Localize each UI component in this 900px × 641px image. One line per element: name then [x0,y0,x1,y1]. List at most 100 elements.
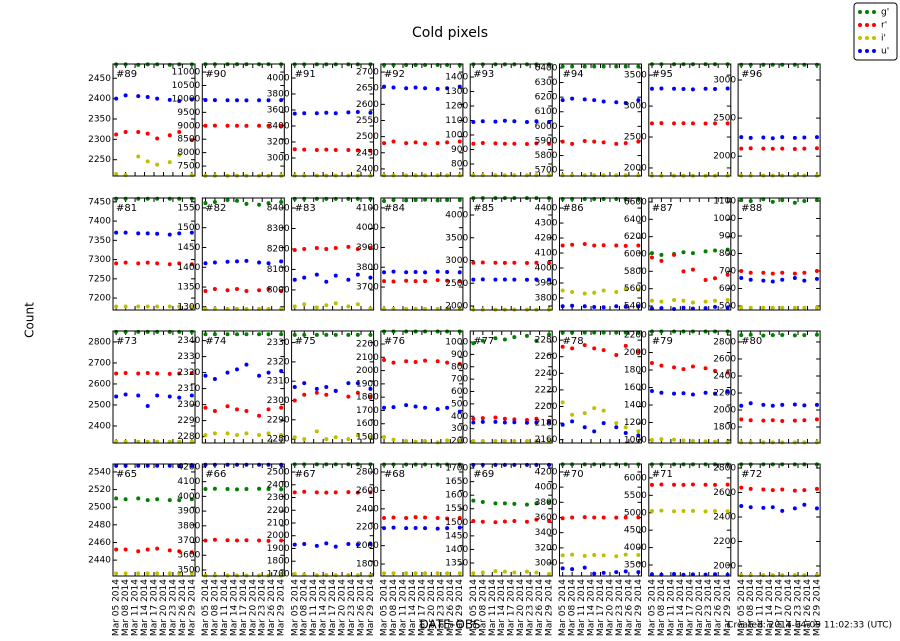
point [471,173,476,178]
y-tick-label: 2800 [88,337,111,347]
point [167,133,172,138]
y-tick-label: 1000 [713,214,736,224]
point [659,508,664,513]
point [136,94,141,99]
point [739,268,744,273]
point [471,260,476,265]
point [681,509,686,514]
point [614,425,619,430]
point [292,571,297,576]
point [177,99,182,104]
point [244,462,249,467]
point [748,135,753,140]
y-tick-label: 1400 [445,73,468,83]
point [212,409,217,413]
panel-frame [737,197,821,311]
point [703,439,708,444]
point [355,433,360,438]
point [681,87,686,92]
point [636,349,641,354]
point [534,338,539,343]
point [346,304,351,309]
x-tick-label: Mar 14 2014 [229,579,239,636]
y-tick-label: 5700 [535,166,558,176]
point [690,251,695,256]
point [748,198,753,203]
point [114,96,119,101]
point [244,332,249,337]
point [512,277,517,282]
y-tick-label: 900 [451,350,468,360]
point [234,538,239,543]
point [445,329,450,334]
point [690,572,695,577]
point [582,343,587,348]
point [601,173,606,178]
y-tick-label: 1100 [445,116,468,126]
point [212,332,217,337]
point [145,547,150,552]
y-tick-label: 3500 [624,71,647,81]
point [582,304,587,309]
point [725,247,730,252]
y-tick-label: 600 [719,284,736,294]
point [534,416,539,421]
y-tick-label: 2460 [88,538,111,548]
y-tick-label: 2450 [356,148,379,158]
x-tick-label: Mar 11 2014 [131,579,141,636]
y-tick-label: 2310 [177,384,200,394]
x-tick-label: Mar 20 2014 [338,579,348,636]
x-tick-label: Mar 29 2014 [187,579,197,636]
y-tick-label: 2000 [356,366,379,376]
y-tick-label: 2600 [713,354,736,364]
point [167,571,172,576]
panel-label: #90 [205,69,226,80]
y-tick-label: 700 [451,375,468,385]
point [177,571,182,576]
y-tick-label: 4000 [177,492,200,502]
point [493,501,498,506]
y-tick-label: 8000 [267,285,290,295]
point [570,242,575,247]
point [225,462,230,467]
point [457,84,462,89]
point [703,121,708,126]
point [355,381,360,386]
point [445,140,450,145]
point [155,393,160,398]
legend-marker [872,49,876,53]
x-tick-label: Mar 17 2014 [775,579,785,636]
point [333,196,338,201]
point [560,139,565,144]
point [324,279,329,284]
x-tick-label: Mar 20 2014 [159,579,169,636]
point [189,550,194,555]
point [314,332,319,337]
point [690,121,695,126]
y-tick-label: 2000 [624,163,647,173]
point [292,196,297,201]
legend-marker [865,10,869,14]
y-tick-label: 2800 [356,468,379,478]
point [167,371,172,376]
point [279,369,284,373]
point [145,371,150,376]
panel-points [203,62,284,178]
y-tick-label: 400 [451,412,468,422]
point [355,110,360,114]
point [423,405,428,410]
point [333,332,338,337]
y-tick-label: 2340 [177,336,200,346]
point [457,279,462,284]
point [802,270,807,275]
point [770,305,775,310]
point [570,330,575,335]
x-tick-label: Mar 08 2014 [300,579,310,636]
y-tick-label: 4100 [535,249,558,259]
point [155,571,160,576]
point [614,100,619,105]
y-tick-label: 1900 [267,544,290,554]
point [601,348,606,353]
point [592,243,597,248]
x-tick-label: Mar 29 2014 [366,579,376,636]
